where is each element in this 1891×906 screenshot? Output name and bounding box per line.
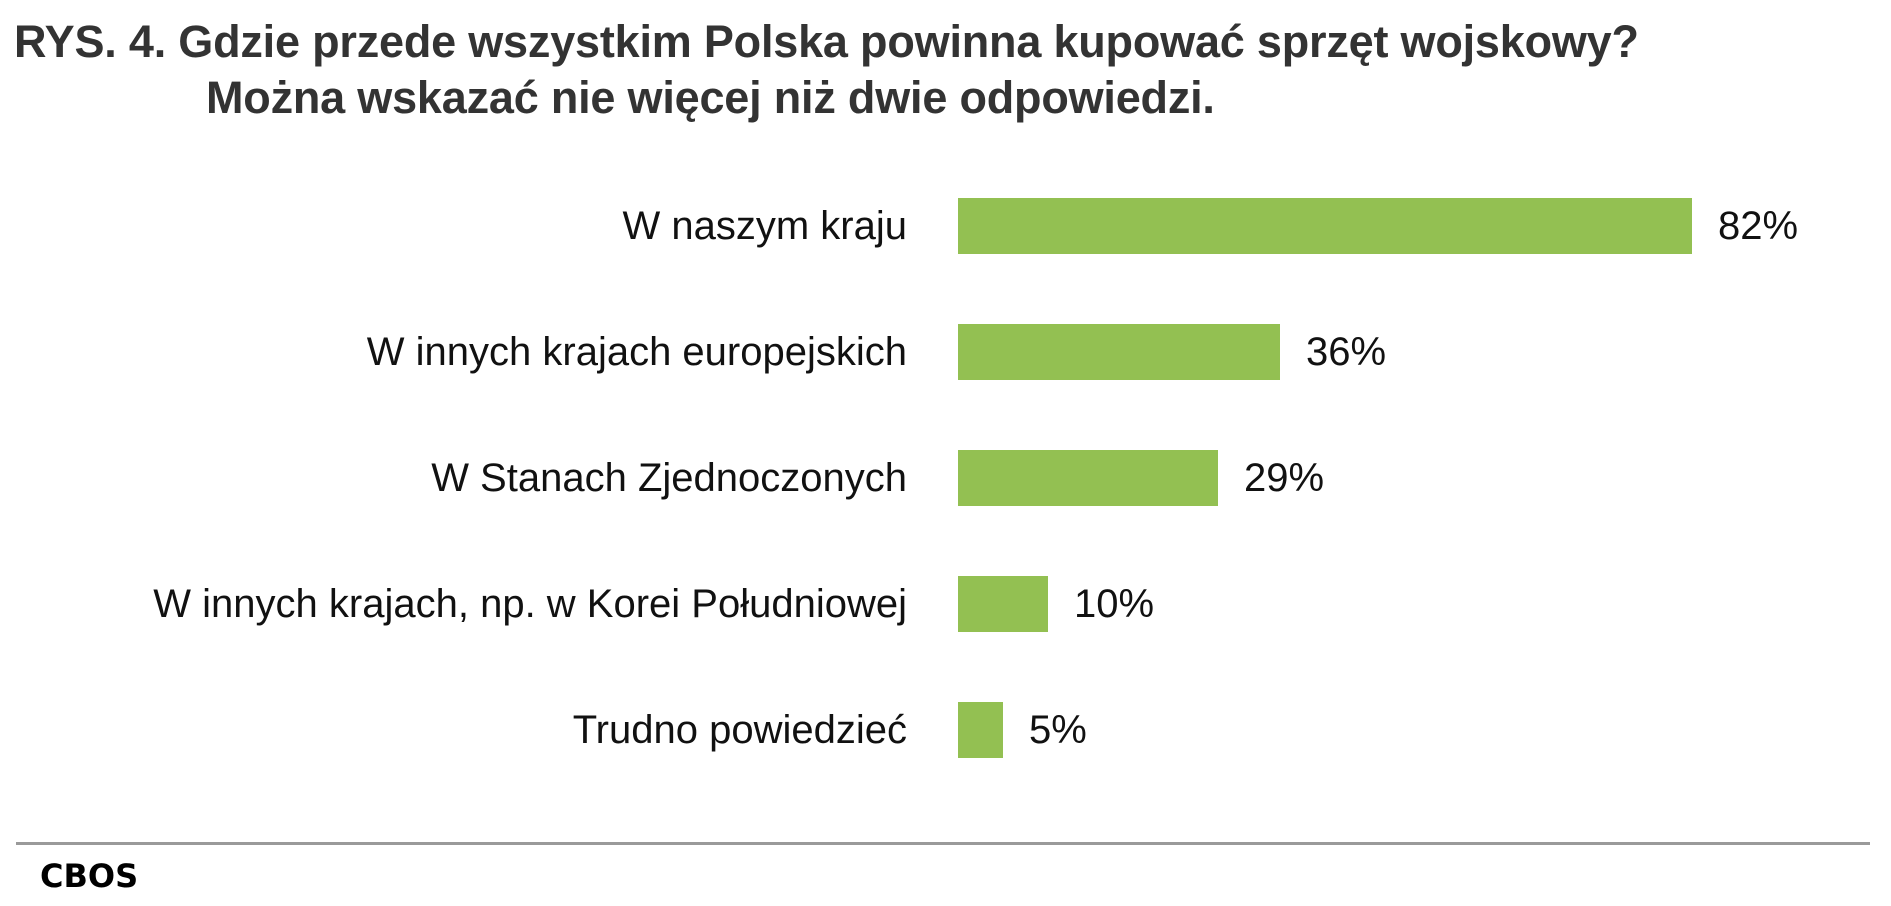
value-label: 82% [1718, 204, 1799, 248]
bar [958, 702, 1003, 758]
chart-title-line-2: Można wskazać nie więcej niż dwie odpowi… [206, 72, 1215, 123]
category-label: W Stanach Zjednoczonych [431, 456, 907, 500]
bar [958, 576, 1048, 632]
bar [958, 198, 1692, 254]
chart-title-line-1: RYS. 4. Gdzie przede wszystkim Polska po… [14, 16, 1639, 67]
bar-row: W innych krajach europejskich 36% [0, 324, 1891, 380]
bar [958, 450, 1218, 506]
bar-row: Trudno powiedzieć 5% [0, 702, 1891, 758]
chart-title: RYS. 4. Gdzie przede wszystkim Polska po… [14, 14, 1639, 126]
category-label: W innych krajach, np. w Korei Południowe… [153, 582, 907, 626]
bar-chart: W naszym kraju 82% W innych krajach euro… [0, 198, 1891, 758]
bar-row: W Stanach Zjednoczonych 29% [0, 450, 1891, 506]
category-label: W innych krajach europejskich [366, 330, 907, 374]
source-label: CBOS [40, 857, 139, 895]
bar-row: W naszym kraju 82% [0, 198, 1891, 254]
value-label: 36% [1306, 330, 1387, 374]
value-label: 5% [1029, 708, 1087, 752]
value-label: 10% [1074, 582, 1155, 626]
bar [958, 324, 1280, 380]
category-label: Trudno powiedzieć [572, 708, 907, 752]
value-label: 29% [1244, 456, 1325, 500]
footer-divider [16, 842, 1870, 845]
bar-row: W innych krajach, np. w Korei Południowe… [0, 576, 1891, 632]
category-label: W naszym kraju [622, 204, 908, 248]
